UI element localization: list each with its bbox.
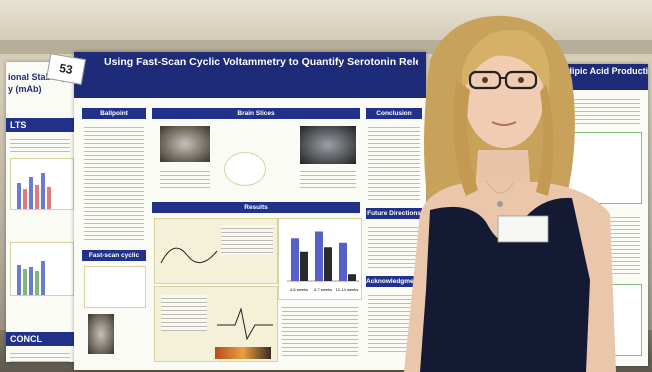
left-poster-results-head: LTS xyxy=(6,118,78,132)
main-poster: Using Fast-Scan Cyclic Voltammetry to Qu… xyxy=(74,52,426,370)
necklace xyxy=(485,179,515,194)
section-future: Future Directions xyxy=(366,208,422,219)
results-panel-2 xyxy=(154,286,278,362)
right-poster-title: Adipic Acid Production xyxy=(560,66,648,76)
bar-2-0 xyxy=(339,242,347,281)
section-brain-slices: Brain Slices xyxy=(152,108,360,119)
left-poster-text xyxy=(10,136,70,154)
left-poster-conclusion-head: CONCL xyxy=(6,332,78,346)
brain-slice-text xyxy=(160,168,210,190)
bar-0-0 xyxy=(291,238,299,281)
left-poster: ional Stability a y (mAb) LTS CONCL xyxy=(6,62,78,362)
bar-1-1 xyxy=(324,247,332,281)
bar-chart-svg: 4-6 weeks 4-7 weeks 12-14 weeks xyxy=(287,231,359,292)
name-badge xyxy=(497,215,549,243)
section-background: Ballpoint xyxy=(82,108,146,119)
current-trace xyxy=(217,307,273,341)
left-poster-text-2 xyxy=(10,350,70,362)
poster-title: Using Fast-Scan Cyclic Voltammetry to Qu… xyxy=(104,56,418,68)
slice-chamber-photo xyxy=(300,126,356,164)
bar-label-2: 12-14 weeks xyxy=(336,287,359,292)
results-text xyxy=(282,304,358,358)
bar-label-1: 4-7 weeks xyxy=(314,287,332,292)
future-text xyxy=(368,224,420,268)
bar-label-0: 4-6 weeks xyxy=(290,287,308,292)
left-poster-title-2: y (mAb) xyxy=(8,84,42,94)
voltammogram-trace xyxy=(160,247,218,264)
slice-chamber-text xyxy=(300,168,356,190)
results-panel-1 xyxy=(154,218,278,284)
brain-diagram xyxy=(224,152,266,186)
poster-banner: Using Fast-Scan Cyclic Voltammetry to Qu… xyxy=(74,52,426,98)
brain-slice-photo xyxy=(160,126,210,162)
left-poster-chart-2 xyxy=(10,242,74,296)
section-conclusion: Conclusion xyxy=(366,108,422,119)
release-bar-chart: 4-6 weeks 4-7 weeks 12-14 weeks xyxy=(278,218,362,300)
section-ack: Acknowledgments xyxy=(366,276,424,287)
fscv-diagram xyxy=(84,266,146,308)
conclusion-text xyxy=(368,124,420,200)
left-poster-chart-1 xyxy=(10,158,74,210)
electrode-photo xyxy=(88,314,114,354)
background-text xyxy=(84,124,144,242)
bar-2-1 xyxy=(348,274,356,281)
section-results: Results xyxy=(152,202,360,213)
bar-0-1 xyxy=(300,251,308,281)
bar-1-0 xyxy=(315,231,323,281)
glasses-icon xyxy=(468,70,502,90)
left-poster-title-1: ional Stability a xyxy=(8,72,75,82)
